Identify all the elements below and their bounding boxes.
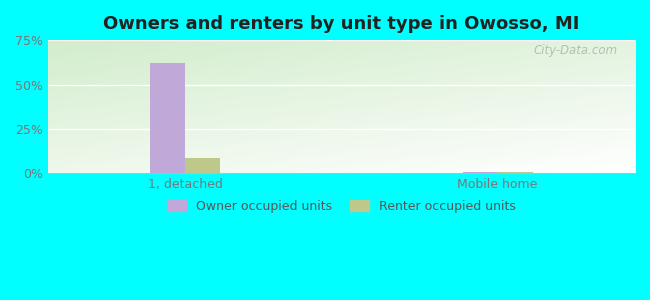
Bar [463, 172, 498, 173]
Title: Owners and renters by unit type in Owosso, MI: Owners and renters by unit type in Owoss… [103, 15, 580, 33]
Bar [150, 63, 185, 173]
Bar [185, 158, 220, 173]
Legend: Owner occupied units, Renter occupied units: Owner occupied units, Renter occupied un… [162, 195, 521, 218]
Text: City-Data.com: City-Data.com [533, 44, 618, 57]
Bar [498, 172, 532, 173]
